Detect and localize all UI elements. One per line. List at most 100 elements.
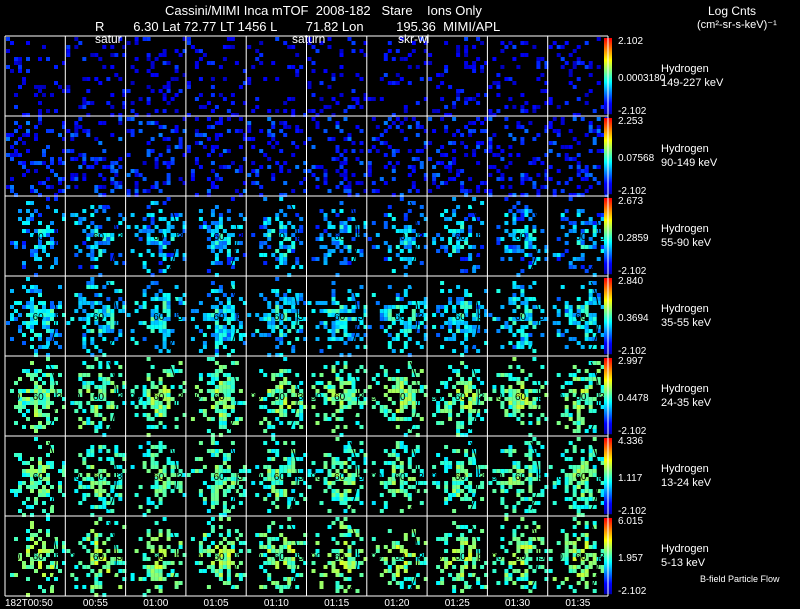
colorbar-min-label: -2.102 xyxy=(618,266,647,277)
x-tick-label: 01:05 xyxy=(204,598,229,609)
panel-angle-label: 60 xyxy=(394,552,406,563)
magnetic-field-arc xyxy=(409,201,419,271)
image-panel xyxy=(130,517,187,597)
x-tick-label: 01:30 xyxy=(505,598,530,609)
panel-angle-label: 60 xyxy=(575,312,587,323)
colorbar-mid-label: 0.0003180 xyxy=(618,73,666,84)
magnetic-field-arc xyxy=(47,361,57,431)
magnetic-field-arc xyxy=(409,521,419,591)
image-panel xyxy=(556,361,609,433)
panel-angle-label: 90 xyxy=(250,472,262,483)
panel-angle-label: 3 xyxy=(599,312,605,323)
panel-angle-label: 3 xyxy=(56,232,62,243)
magnetic-field-arc xyxy=(530,281,540,351)
image-panel xyxy=(311,201,368,277)
image-panel xyxy=(126,117,187,197)
image-panel xyxy=(552,281,609,349)
image-panel xyxy=(552,197,605,277)
image-panel xyxy=(190,357,247,437)
panel-angle-label: 90 xyxy=(69,472,81,483)
panel-angle-label: 90 xyxy=(130,392,142,403)
x-tick-label: 01:15 xyxy=(324,598,349,609)
magnetic-field-arc xyxy=(228,521,238,591)
panel-angle-label: 3 xyxy=(237,552,243,563)
magnetic-field-arc xyxy=(108,201,117,271)
magnetic-field-arc xyxy=(289,521,298,591)
panel-angle-label: 60 xyxy=(455,232,467,243)
panel-angle-label: 60 xyxy=(515,232,527,243)
image-panel xyxy=(247,437,308,513)
colorbar-mid-label: 0.4478 xyxy=(618,393,649,404)
magnetic-field-arc xyxy=(470,201,479,271)
colorbar-max-label: 2.102 xyxy=(618,36,643,47)
magnetic-field-arc xyxy=(530,361,540,431)
image-panel xyxy=(367,197,428,277)
units-label-sub: (cm²-sr-s-keV)⁻¹ xyxy=(697,19,777,31)
energy-range-label: 55-90 keV xyxy=(661,237,712,249)
magnetic-field-arc xyxy=(108,441,117,511)
panel-angle-label: 60 xyxy=(214,472,226,483)
image-panel xyxy=(548,37,609,117)
panel-angle-label: 3 xyxy=(56,312,62,323)
magnetic-field-arc xyxy=(228,441,238,511)
panel-angle-label: 3 xyxy=(298,392,304,403)
magnetic-field-arc xyxy=(349,361,359,431)
magnetic-field-arc xyxy=(590,281,600,351)
panel-angle-label: 60 xyxy=(153,232,165,243)
panel-angle-label: 90 xyxy=(431,552,443,563)
panel-angle-label: 90 xyxy=(552,392,564,403)
panel-angle-label: 3 xyxy=(358,472,364,483)
colorbar-min-label: -2.102 xyxy=(618,346,647,357)
image-panel xyxy=(428,37,489,117)
x-tick-label: 01:25 xyxy=(445,598,470,609)
image-panel xyxy=(74,445,127,517)
panel-angle-label: 3 xyxy=(418,312,424,323)
magnetic-field-arc xyxy=(228,201,238,271)
magnetic-field-arc xyxy=(590,201,600,271)
panel-angle-label: 3 xyxy=(599,392,605,403)
frame-label: satur xyxy=(95,32,122,46)
panel-angle-label: 90 xyxy=(9,552,21,563)
image-panel xyxy=(307,117,368,197)
image-panel xyxy=(432,197,485,273)
image-panel xyxy=(367,117,428,197)
panel-angle-label: 3 xyxy=(479,392,485,403)
panel-angle-label: 60 xyxy=(394,312,406,323)
panel-angle-label: 60 xyxy=(274,552,286,563)
panel-angle-label: 3 xyxy=(177,552,183,563)
magnetic-field-arc xyxy=(470,361,479,431)
panel-angle-label: 60 xyxy=(214,312,226,323)
magnetic-field-arc xyxy=(470,521,479,591)
species-label: Hydrogen xyxy=(661,543,709,555)
panel-angle-label: 3 xyxy=(599,552,605,563)
magnetic-field-arc xyxy=(168,441,178,511)
magnetic-field-arc xyxy=(168,361,178,431)
panel-angle-label: 60 xyxy=(575,472,587,483)
image-panel xyxy=(428,117,489,197)
magnetic-field-arc xyxy=(470,441,479,511)
image-panel xyxy=(10,437,66,517)
panel-angle-label: 60 xyxy=(214,392,226,403)
magnetic-field-arc xyxy=(530,441,540,511)
panel-angle-label: 3 xyxy=(117,552,123,563)
image-panel xyxy=(247,277,308,357)
image-panel xyxy=(436,521,489,593)
magnetic-field-arc xyxy=(530,521,540,591)
colorbar-mid-label: 1.957 xyxy=(618,553,643,564)
magnetic-field-arc xyxy=(409,441,419,511)
panel-angle-label: 60 xyxy=(33,232,45,243)
panel-angle-label: 60 xyxy=(33,392,45,403)
energy-range-label: 5-13 keV xyxy=(661,557,706,569)
magnetic-field-arc xyxy=(590,521,600,591)
magnetic-field-arc xyxy=(470,281,479,351)
image-panel xyxy=(307,281,368,357)
image-panel xyxy=(247,117,308,197)
panel-angle-label: 90 xyxy=(9,472,21,483)
magnetic-field-arc xyxy=(409,281,419,351)
panel-angle-label: 90 xyxy=(130,552,142,563)
panel-angle-label: 60 xyxy=(93,232,105,243)
panel-angle-label: 3 xyxy=(177,232,183,243)
panel-angle-label: 60 xyxy=(394,232,406,243)
panel-angle-label: 3 xyxy=(599,232,605,243)
panel-angle-label: 90 xyxy=(491,392,503,403)
